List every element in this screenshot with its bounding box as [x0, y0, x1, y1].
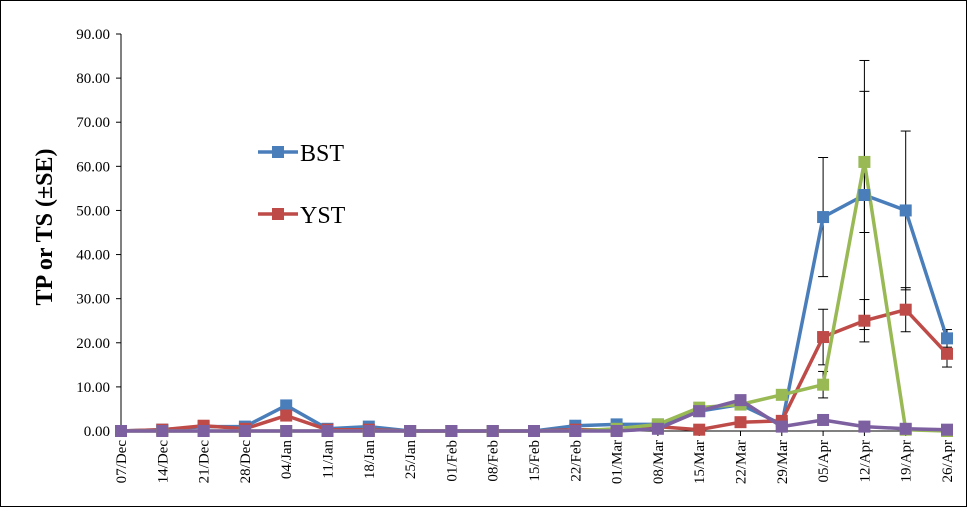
x-axis-ticks: 07/Dec 14/Dec 21/Dec 28/Dec 04/Jan 11/Jan 18/J…: [114, 431, 956, 484]
data-point: [775, 388, 788, 401]
data-point: [899, 204, 912, 217]
x-tick-label: 15/Feb: [527, 440, 543, 482]
x-tick-label: 19/Apr: [899, 440, 915, 483]
x-tick-label: 08/Feb: [486, 440, 502, 482]
y-tick-label: 30.00: [76, 292, 110, 308]
legend-marker: [272, 208, 284, 220]
data-point: [899, 303, 912, 316]
data-point: [445, 425, 458, 437]
y-tick-label: 20.00: [76, 336, 110, 352]
data-point: [528, 425, 540, 437]
x-tick-label: 29/Mar: [775, 440, 791, 484]
x-tick-label: 15/Mar: [692, 440, 708, 484]
chart-legend: BST YST: [258, 141, 346, 229]
data-point: [693, 405, 706, 418]
x-tick-label: 01/Mar: [610, 440, 626, 484]
data-point: [197, 425, 210, 437]
data-point: [404, 425, 417, 437]
y-tick-label: 60.00: [76, 159, 110, 175]
data-point: [941, 332, 953, 345]
data-point: [899, 422, 912, 435]
legend-label: BST: [300, 141, 344, 167]
data-point: [775, 420, 788, 433]
data-point: [817, 211, 830, 224]
x-tick-label: 11/Jan: [321, 440, 337, 479]
data-point: [115, 425, 127, 437]
data-point: [817, 378, 830, 391]
y-axis-label: TP or TS (±SE): [32, 149, 58, 306]
x-tick-label: 22/Feb: [568, 440, 584, 482]
data-point: [858, 314, 871, 327]
data-point: [610, 425, 623, 437]
x-tick-label: 07/Dec: [114, 440, 130, 484]
data-point: [858, 155, 871, 168]
legend-marker: [272, 146, 284, 158]
data-point: [734, 416, 747, 429]
data-point: [817, 413, 830, 426]
x-tick-label: 28/Dec: [238, 440, 254, 484]
x-tick-label: 18/Jan: [362, 440, 378, 480]
data-point: [569, 425, 582, 437]
data-point: [858, 420, 871, 433]
y-tick-label: 90.00: [76, 27, 110, 43]
y-tick-label: 0.00: [84, 424, 110, 440]
x-tick-label: 01/Feb: [444, 440, 460, 482]
data-point: [280, 399, 293, 412]
data-point: [280, 425, 293, 437]
x-tick-label: 22/Mar: [734, 440, 750, 484]
x-tick-label: 08/Mar: [651, 440, 667, 484]
x-tick-label: 04/Jan: [279, 440, 295, 480]
x-tick-label: 14/Dec: [155, 440, 171, 484]
data-point: [238, 425, 251, 437]
x-tick-label: 05/Apr: [816, 440, 832, 483]
data-point: [486, 425, 499, 437]
x-tick-label: 25/Jan: [403, 440, 419, 480]
y-tick-label: 50.00: [76, 203, 110, 219]
y-tick-label: 70.00: [76, 115, 110, 131]
y-tick-label: 80.00: [76, 71, 110, 87]
data-point: [693, 423, 706, 436]
x-tick-label: 26/Apr: [940, 440, 956, 483]
data-point: [941, 423, 953, 436]
data-point: [321, 425, 334, 437]
x-tick-label: 12/Apr: [857, 440, 873, 483]
y-tick-label: 40.00: [76, 248, 110, 264]
data-point: [941, 347, 953, 360]
data-point: [734, 394, 747, 407]
data-point: [280, 409, 293, 422]
y-axis-ticks: 0.00 10.00 20.00 30.00 40.00 50.00 60.00 70.00 8…: [76, 27, 121, 440]
series-markers: [115, 155, 953, 437]
error-bars: [735, 59, 952, 406]
data-point: [651, 422, 664, 435]
data-point: [858, 189, 871, 202]
x-tick-label: 21/Dec: [197, 440, 213, 484]
data-point: [362, 425, 375, 437]
legend-label: YST: [300, 203, 346, 229]
data-point: [156, 425, 169, 437]
data-point: [817, 331, 830, 344]
y-tick-label: 10.00: [76, 380, 110, 396]
